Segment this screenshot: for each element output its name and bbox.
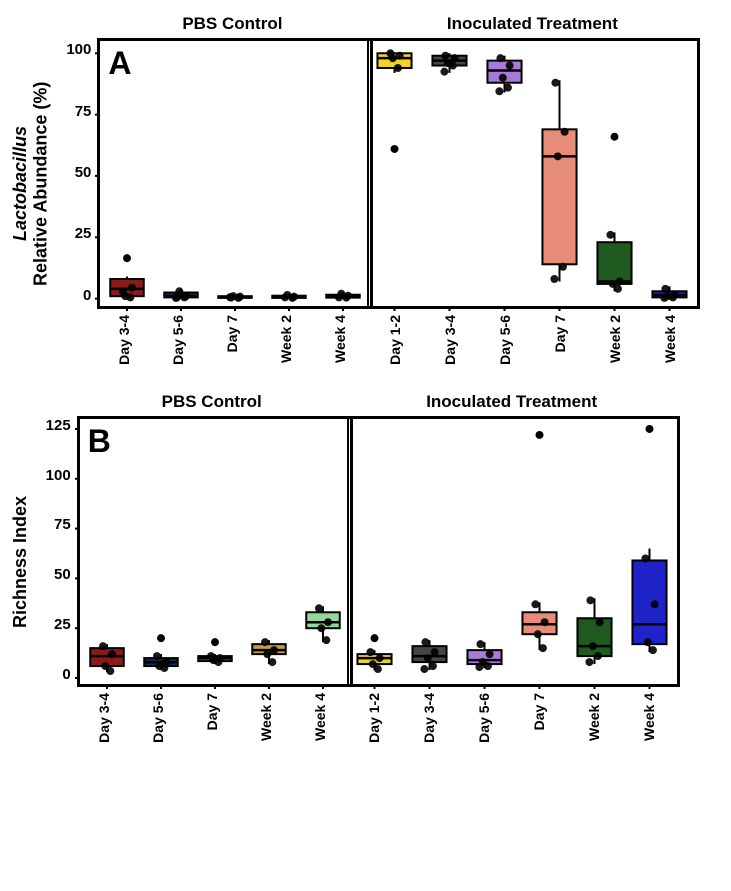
box [219,292,252,311]
ytick-label: 75 [54,517,71,532]
ytick-label: 100 [46,468,71,483]
subpanel-container: PBS Control B Day 3-4 Day 5-6 Day 7 Week 2 Wee… [77,388,721,748]
subpanel-1: Inoculated Treatment Day 1-2 Day 3-4 Day 5-… [367,10,697,370]
y-axis-label: Richness Index [10,414,31,709]
xtick-label: Week 2 [258,693,274,741]
xtick-label: Week 4 [332,315,348,363]
subpanel-0: PBS Control B Day 3-4 Day 5-6 Day 7 Week 2 Wee… [77,388,347,748]
box [522,431,556,689]
box [412,638,446,689]
panel-separator [347,419,349,684]
xtick-label: Day 7 [224,315,240,352]
box [433,52,467,311]
box [165,287,198,311]
box [378,49,412,311]
subpanel-container: PBS Control A Day 3-4 Day 5-6 Day 7 Week 2 Wee… [97,10,721,370]
ytick-label: 25 [54,617,71,632]
subpanel-0: PBS Control A Day 3-4 Day 5-6 Day 7 Week 2 Wee… [97,10,367,370]
boxplot-svg [367,41,697,306]
xtick-label: Week 2 [278,315,294,363]
ytick-label: 50 [75,165,92,180]
ytick-label: 125 [46,418,71,433]
xtick-label: Day 1-2 [366,693,382,743]
xtick-label: Week 4 [662,315,678,363]
xtick-label: Day 3-4 [442,315,458,365]
plot-area [367,38,700,309]
xtick-label: Day 3-4 [96,693,112,743]
xtick-label: Week 2 [586,693,602,741]
ytick-label: 100 [66,42,91,57]
ytick-label: 75 [75,104,92,119]
xtick-label: Day 3-4 [421,693,437,743]
ytick-label: 0 [62,667,70,682]
x-axis-labels: Day 3-4 Day 5-6 Day 7 Week 2 Week 4 [97,309,367,370]
xtick-label: Day 3-4 [116,315,132,365]
x-axis-labels: Day 1-2 Day 3-4 Day 5-6 Day 7 Week 2 Week 4 [367,309,697,370]
box [90,642,123,689]
x-axis-labels: Day 3-4 Day 5-6 Day 7 Week 2 Week 4 [77,687,347,748]
xtick-label: Week 2 [607,315,623,363]
box [543,79,577,311]
xtick-label: Day 5-6 [150,693,166,743]
xtick-label: Day 7 [531,693,547,730]
strip-title: PBS Control [97,10,367,38]
box [252,638,285,689]
box [653,285,687,311]
xtick-label: Day 5-6 [497,315,513,365]
plot-area: B [77,416,353,687]
box [327,290,360,311]
boxplot-svg [347,419,677,684]
panel-separator [367,41,369,306]
xtick-label: Day 7 [204,693,220,730]
box [577,596,611,689]
strip-title: Inoculated Treatment [367,10,697,38]
box [306,604,339,689]
plot-area: A [97,38,373,309]
y-axis-ticks: 0 25 50 75 100 [55,38,97,303]
xtick-label: Day 5-6 [170,315,186,365]
box [467,640,501,689]
xtick-label: Day 5-6 [476,693,492,743]
box [357,634,391,689]
xtick-label: Day 7 [552,315,568,352]
box [488,54,522,311]
ytick-label: 25 [75,226,92,241]
box [632,425,666,689]
box [111,254,144,311]
y-axis-label: LactobacillusRelative Abundance (%) [10,36,51,331]
xtick-label: Week 4 [312,693,328,741]
box [198,638,231,689]
box [273,291,306,311]
strip-title: Inoculated Treatment [347,388,677,416]
subpanel-1: Inoculated Treatment Day 1-2 Day 3-4 Day 5-… [347,388,677,748]
panel-letter: A [108,45,131,82]
plot-area [347,416,680,687]
ytick-label: 50 [54,567,71,582]
strip-title: PBS Control [77,388,347,416]
boxplot-svg [100,41,370,306]
boxplot-svg [80,419,350,684]
ytick-label: 0 [83,288,91,303]
xtick-label: Week 4 [641,693,657,741]
x-axis-labels: Day 1-2 Day 3-4 Day 5-6 Day 7 Week 2 Week 4 [347,687,677,748]
box [144,634,177,689]
box [598,133,632,311]
panel-B: Richness Index 0 25 50 75 100 125 PBS Control B D… [10,388,721,748]
y-axis-ticks: 0 25 50 75 100 125 [35,416,77,681]
xtick-label: Day 1-2 [387,315,403,365]
panel-letter: B [88,423,111,460]
panel-A: LactobacillusRelative Abundance (%) 0 25 50… [10,10,721,370]
